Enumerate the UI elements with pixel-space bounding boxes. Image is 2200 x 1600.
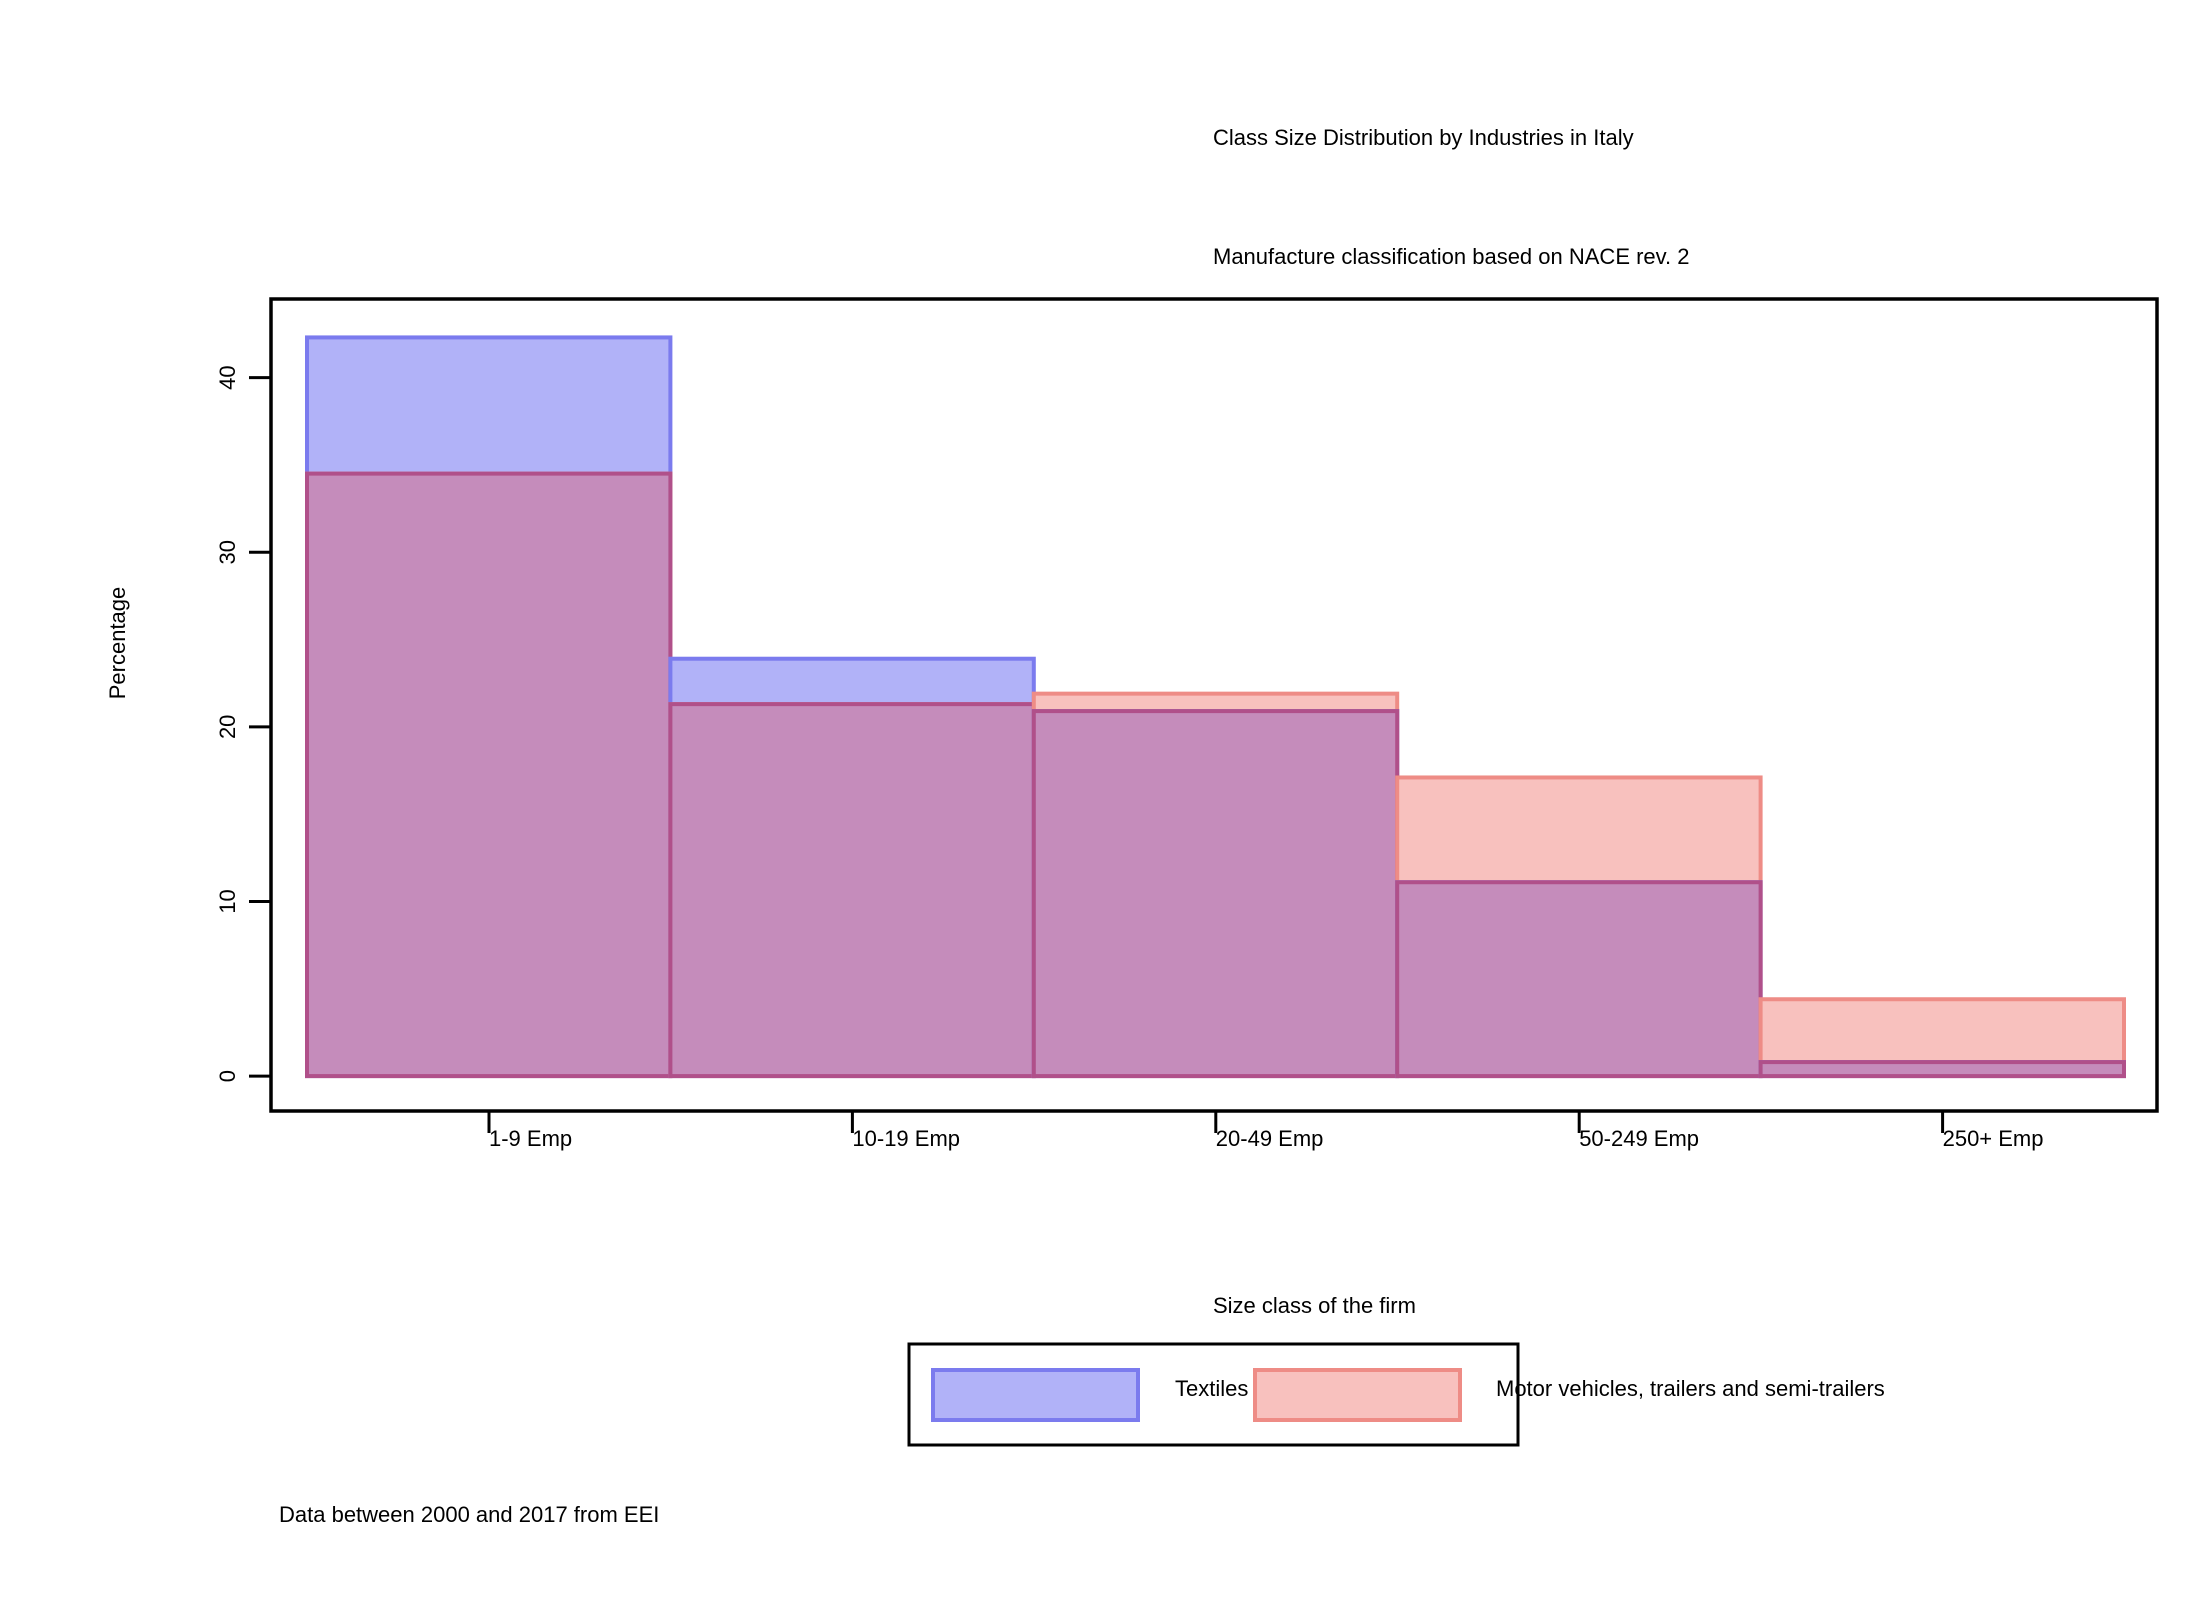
bar-overlap-10-19-emp bbox=[668, 702, 1036, 1079]
y-axis: 0 10 20 30 40 bbox=[215, 365, 271, 1082]
legend: Textiles Motor vehicles, trailers and sem… bbox=[931, 1368, 1885, 1422]
bars-layer bbox=[305, 335, 2126, 1079]
x-tick-label-1-9-emp: 1-9 Emp bbox=[489, 1126, 572, 1151]
bar-overlap-1-9-emp bbox=[305, 471, 673, 1079]
chart-title: Class Size Distribution by Industries in… bbox=[1213, 125, 1634, 150]
bar-overlap-50-249-emp bbox=[1395, 880, 1763, 1079]
chart-caption: Data between 2000 and 2017 from EEI bbox=[279, 1502, 659, 1527]
y-tick-label: 10 bbox=[215, 889, 240, 913]
chart-subtitle: Manufacture classification based on NACE… bbox=[1213, 244, 1690, 269]
y-axis-label: Percentage bbox=[105, 587, 130, 700]
legend-swatch-motor-vehicles-trailers-and-semi-trailers bbox=[1253, 1368, 1462, 1422]
y-tick-label: 0 bbox=[215, 1070, 240, 1082]
legend-swatch-textiles bbox=[931, 1368, 1140, 1422]
y-tick-label: 30 bbox=[215, 540, 240, 564]
x-tick-label-20-49-emp: 20-49 Emp bbox=[1216, 1126, 1324, 1151]
y-tick-label: 20 bbox=[215, 715, 240, 739]
bar-overlap-20-49-emp bbox=[1031, 709, 1400, 1079]
bar-overlap-250-emp bbox=[1758, 1060, 2126, 1079]
x-tick-label-50-249-emp: 50-249 Emp bbox=[1579, 1126, 1699, 1151]
y-tick-label: 40 bbox=[215, 365, 240, 389]
x-axis-label: Size class of the firm bbox=[1213, 1293, 1416, 1318]
plot-frame bbox=[269, 297, 2159, 1113]
x-tick-label-250-emp: 250+ Emp bbox=[1943, 1126, 2044, 1151]
legend-label-textiles: Textiles bbox=[1175, 1376, 1248, 1401]
x-tick-label-10-19-emp: 10-19 Emp bbox=[852, 1126, 960, 1151]
legend-label-motor-vehicles-trailers-and-semi-trailers: Motor vehicles, trailers and semi-traile… bbox=[1496, 1376, 1885, 1401]
x-axis: 1-9 Emp 10-19 Emp 20-49 Emp 50-249 Emp 250+ … bbox=[487, 1111, 2044, 1151]
